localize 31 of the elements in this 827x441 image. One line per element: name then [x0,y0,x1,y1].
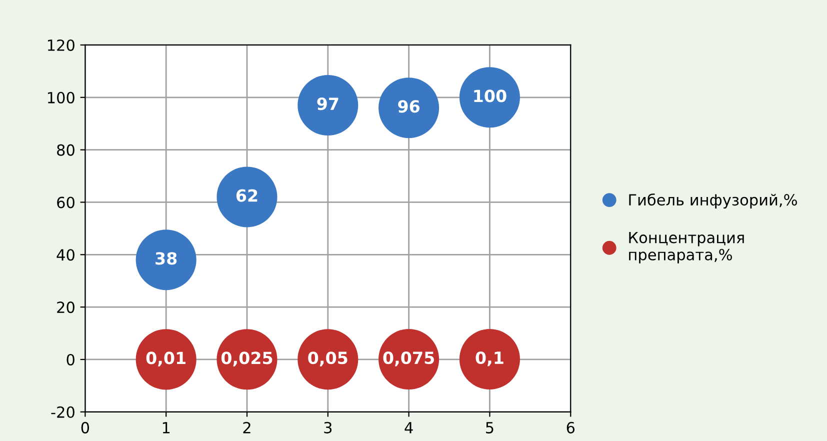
x-tick-label: 5 [486,422,494,434]
x-tick-label: 4 [404,422,413,434]
data-label: 0,025 [221,352,272,366]
data-label: 0,01 [146,352,186,366]
x-tick-label: 1 [162,422,170,434]
y-tick-label: 100 [48,92,74,104]
x-tick-label: 0 [81,422,90,434]
y-tick-label: 120 [48,39,74,52]
x-tick-label: 6 [566,422,575,434]
data-label: 62 [236,189,258,202]
y-tick-label: 40 [56,249,74,261]
data-label: 0,05 [308,352,348,366]
data-label: 38 [156,252,177,265]
data-label: 0,075 [383,352,434,366]
y-tick-label: 20 [57,302,74,314]
data-label: 96 [398,100,420,113]
point [136,230,196,290]
point [298,74,358,136]
x-tick-label: 2 [243,422,250,434]
point [378,78,440,138]
legend-label: Гибель инфузорий,% [629,194,797,209]
legend-label: Концентрация препарата,% [629,232,744,264]
data-label: 97 [317,98,338,110]
data-label: 100 [474,90,506,102]
y-tick-label: 0 [66,354,74,366]
x-tick-label: 3 [324,422,332,434]
y-tick-label: 60 [57,196,74,208]
data-label: 0,1 [476,351,504,366]
point [216,166,278,228]
y-tick-label: -20 [51,406,74,418]
y-tick-label: 80 [57,144,74,156]
